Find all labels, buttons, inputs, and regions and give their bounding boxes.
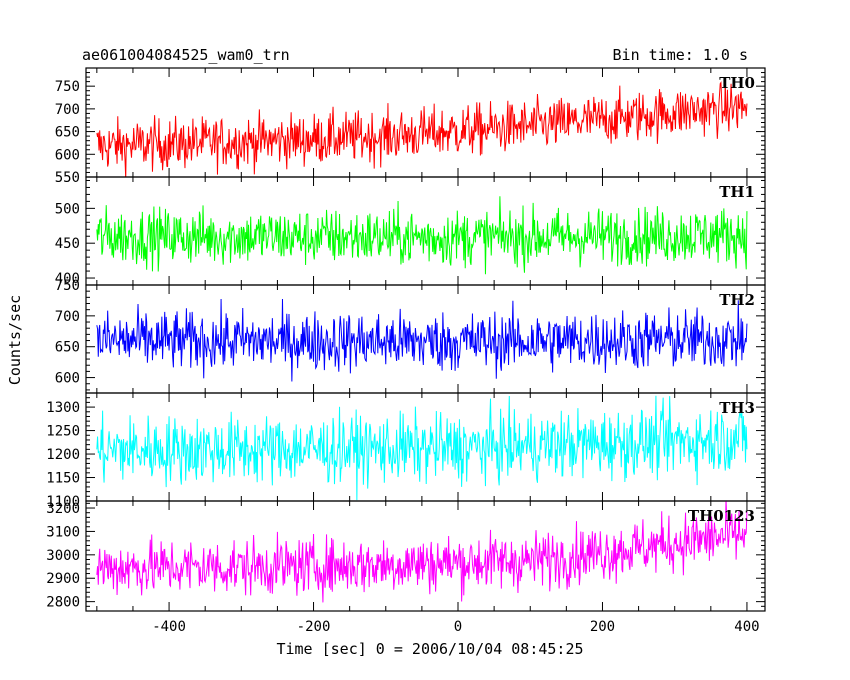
x-tick-label: 400: [734, 619, 759, 635]
x-tick-label: -400: [152, 619, 186, 635]
panel-label-th1: TH1: [719, 183, 755, 201]
y-tick-label: 1200: [46, 447, 80, 463]
panel-frame-th2: [85, 284, 766, 394]
series-line-th1: [96, 196, 748, 275]
y-tick-label: 650: [55, 125, 80, 141]
y-tick-label: 700: [55, 309, 80, 325]
series-line-th3: [96, 395, 748, 501]
y-tick-label: 700: [55, 102, 80, 118]
y-tick-label: 3100: [46, 524, 80, 540]
y-tick-label: 1300: [46, 400, 80, 416]
y-tick-label: 750: [55, 79, 80, 95]
y-tick-label: 2800: [46, 595, 80, 611]
y-tick-label: 1150: [46, 471, 80, 487]
panel-frame-th0123: [85, 500, 766, 612]
y-tick-label: 400: [55, 271, 80, 287]
panel-label-th2: TH2: [719, 291, 755, 309]
y-tick-label: 1100: [46, 494, 80, 510]
y-tick-label: 550: [55, 170, 80, 186]
panel-label-th3: TH3: [719, 399, 755, 417]
x-tick-label: -200: [297, 619, 331, 635]
y-tick-label: 600: [55, 147, 80, 163]
panel-label-th0: TH0: [719, 74, 755, 92]
y-tick-label: 2900: [46, 571, 80, 587]
x-tick-label: 200: [590, 619, 615, 635]
panel-frame-th0: [85, 67, 766, 178]
panel-label-th0123: TH0123: [688, 507, 755, 525]
series-line-th0123: [96, 501, 748, 603]
y-tick-label: 3200: [46, 501, 80, 517]
y-tick-label: 500: [55, 201, 80, 217]
y-tick-label: 750: [55, 278, 80, 294]
panel-group: 550 600 650 700 750 TH0 400 450 500 TH1 600 650 700 7…: [46, 67, 766, 635]
y-tick-label: 3000: [46, 548, 80, 564]
y-axis-label: Counts/sec: [6, 295, 24, 385]
bin-time-label: Bin time: 1.0 s: [613, 46, 748, 64]
chart-title: ae061004084525_wam0_trn: [82, 46, 290, 64]
x-tick-label: 0: [454, 619, 462, 635]
series-line-th0: [96, 79, 748, 177]
y-tick-label: 650: [55, 340, 80, 356]
y-tick-label: 1250: [46, 424, 80, 440]
y-tick-label: 450: [55, 236, 80, 252]
x-axis-label: Time [sec] 0 = 2006/10/04 08:45:25: [276, 640, 583, 658]
y-tick-label: 600: [55, 371, 80, 387]
series-line-th2: [96, 299, 748, 382]
